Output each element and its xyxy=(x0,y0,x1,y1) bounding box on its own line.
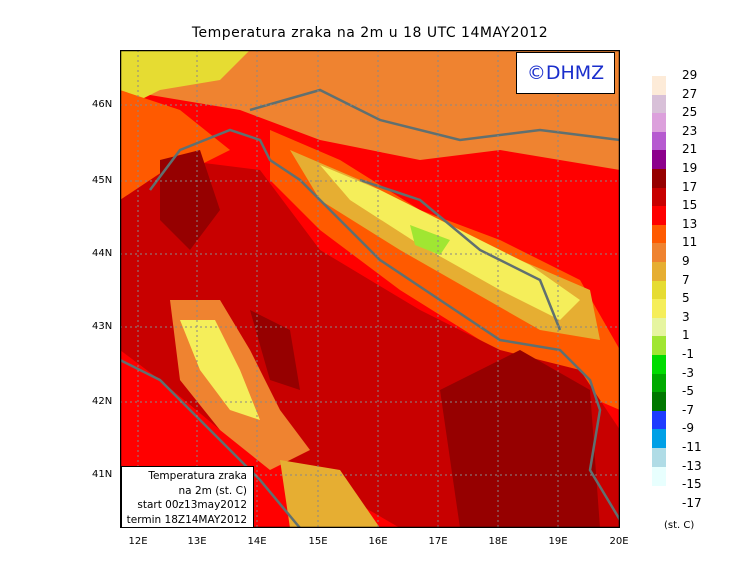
legend-level: 27 xyxy=(682,86,698,101)
lat-label: 43N xyxy=(92,321,113,332)
legend-level: -7 xyxy=(682,402,694,417)
field-dinaric-1 xyxy=(410,225,450,255)
legend-swatch xyxy=(652,317,666,337)
lat-label: 41N xyxy=(92,469,113,480)
legend-swatch xyxy=(652,113,666,133)
legend-swatch xyxy=(652,280,666,300)
coastlines-borders xyxy=(120,88,620,528)
legend-swatch xyxy=(652,336,666,356)
map-frame xyxy=(120,50,620,528)
field-nw-13 xyxy=(120,90,230,200)
field-nw-yellow xyxy=(120,50,250,110)
temperature-map xyxy=(120,50,620,528)
legend-level: -15 xyxy=(682,477,702,492)
legend-level: 23 xyxy=(682,123,698,138)
legend-swatch xyxy=(652,373,666,393)
legend-level: 9 xyxy=(682,254,690,268)
legend-swatch xyxy=(652,187,666,207)
field-dinaric-5 xyxy=(320,165,580,320)
legend-swatch xyxy=(652,131,666,151)
legend-level: 29 xyxy=(682,68,698,82)
lat-label: 46N xyxy=(92,99,113,110)
lon-label: 14E xyxy=(247,536,267,547)
legend-swatch xyxy=(652,429,666,449)
legend-level: 3 xyxy=(682,309,690,324)
legend-swatch xyxy=(652,410,666,430)
legend-swatch xyxy=(652,448,666,468)
legend-level: 5 xyxy=(682,291,690,306)
legend-level: 1 xyxy=(682,328,690,343)
legend-level: 7 xyxy=(682,272,690,287)
legend-swatch xyxy=(652,299,666,319)
legend-swatch xyxy=(652,169,666,189)
info-box: Temperatura zraka na 2m (st. C) start 00… xyxy=(121,466,254,528)
lon-label: 20E xyxy=(609,536,629,547)
legend-level: -5 xyxy=(682,384,694,399)
legend-level: 11 xyxy=(682,235,698,250)
lat-label: 45N xyxy=(92,175,113,186)
info-line: Temperatura zraka xyxy=(148,470,247,482)
legend-unit: (st. C) xyxy=(664,520,695,531)
legend-level: 21 xyxy=(682,142,698,157)
lon-label: 15E xyxy=(308,536,328,547)
legend-swatch xyxy=(652,76,666,96)
dhmz-logo: ©DHMZ xyxy=(516,52,615,94)
legend-level: 25 xyxy=(682,105,698,120)
legend-swatch xyxy=(652,206,666,226)
lon-label: 19E xyxy=(548,536,568,547)
lon-label: 17E xyxy=(428,536,448,547)
lon-label: 18E xyxy=(488,536,508,547)
legend-level: 13 xyxy=(682,216,698,231)
legend-level: -13 xyxy=(682,458,702,473)
legend-swatch xyxy=(652,150,666,170)
field-se-19 xyxy=(440,350,600,528)
legend-swatch xyxy=(652,224,666,244)
legend-level: -17 xyxy=(682,495,702,510)
lat-label: 44N xyxy=(92,248,113,259)
map-title: Temperatura zraka na 2m u 18 UTC 14MAY20… xyxy=(191,25,549,41)
legend-swatch xyxy=(652,262,666,282)
legend-level: 19 xyxy=(682,161,698,175)
legend-level: -9 xyxy=(682,421,694,436)
lon-label: 16E xyxy=(368,536,388,547)
legend-level: 15 xyxy=(682,198,698,213)
info-line: start 00z13may2012 xyxy=(137,499,247,511)
lon-label: 13E xyxy=(187,536,207,547)
legend-swatch xyxy=(652,392,666,412)
info-line: termin 18Z14MAY2012 xyxy=(126,513,247,526)
legend-level: 17 xyxy=(682,179,698,194)
legend-swatch xyxy=(652,243,666,263)
field-south-9 xyxy=(280,460,380,528)
info-line: na 2m (st. C) xyxy=(178,484,247,497)
lon-label: 12E xyxy=(128,536,148,547)
legend-level: -11 xyxy=(682,440,702,454)
legend-level: -1 xyxy=(682,347,694,361)
legend-swatch xyxy=(652,355,666,375)
field-adriatic-19a xyxy=(160,150,220,250)
graticule xyxy=(120,50,620,528)
lat-label: 42N xyxy=(92,396,113,407)
legend-swatch xyxy=(652,466,666,486)
field-italy-5 xyxy=(180,320,260,420)
field-adriatic-19b xyxy=(250,310,300,390)
field-north-9 xyxy=(120,50,620,170)
legend-swatch xyxy=(652,94,666,114)
legend-level: -3 xyxy=(682,365,694,380)
